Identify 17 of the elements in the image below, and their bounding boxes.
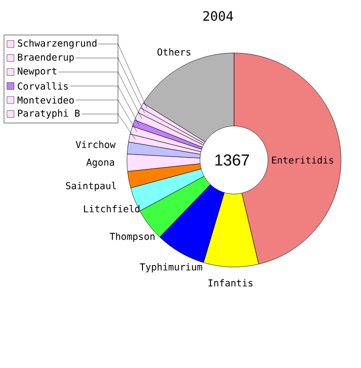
legend-label: Newport bbox=[18, 68, 56, 76]
chart-title: 2004 bbox=[203, 11, 234, 21]
slice-label: Enteritidis bbox=[272, 156, 334, 164]
slice-label: Saintpaul bbox=[66, 182, 116, 192]
slice-label: Agona bbox=[86, 158, 114, 168]
slice-label: Thompson bbox=[110, 232, 154, 242]
legend-label: Montevideo bbox=[18, 96, 74, 104]
slice-label: Litchfield bbox=[84, 204, 140, 212]
text: 1367 bbox=[215, 154, 249, 166]
legend-label: Braenderup bbox=[18, 53, 74, 63]
slice-label: Infantis bbox=[208, 279, 252, 287]
slice-label: Virchow bbox=[76, 140, 116, 148]
slice-label: Others bbox=[158, 48, 190, 56]
legend-label: Paratyphi B bbox=[18, 109, 80, 119]
legend-label: Corvallis bbox=[18, 82, 68, 90]
slice-label: Typhimurium bbox=[140, 263, 202, 272]
legend-label: Schwarzengrund bbox=[18, 39, 96, 49]
